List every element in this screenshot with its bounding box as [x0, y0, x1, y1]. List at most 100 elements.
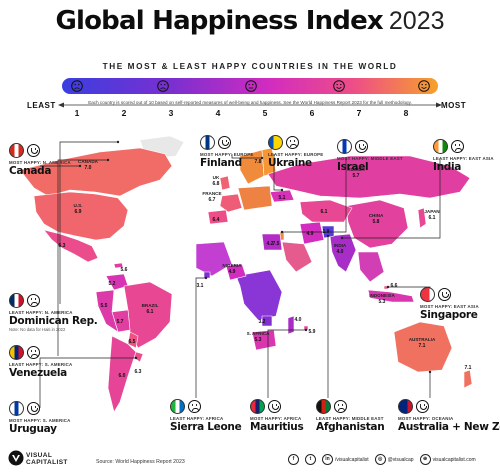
afghanistan-flag-icon [316, 399, 331, 415]
country-kazakhstan[interactable] [299, 199, 353, 223]
scale-tick-7: 7 [356, 108, 362, 118]
country-madagascar[interactable] [287, 315, 295, 335]
country-peru[interactable] [95, 289, 119, 333]
sad-face-icon [451, 140, 464, 154]
callout-icons [9, 400, 70, 418]
callout-country-name: Australia + New Zealand [398, 421, 500, 433]
country-china[interactable] [345, 199, 409, 249]
country-paraguay[interactable] [127, 331, 139, 349]
country-south-africa[interactable] [251, 329, 277, 351]
land-se-asia-mass [357, 251, 385, 283]
value-label-india: 4.0 [337, 249, 344, 255]
mauritius-flag-icon [250, 399, 265, 415]
india-flag-icon [433, 139, 448, 155]
country-spain[interactable] [207, 209, 229, 225]
facebook-icon[interactable]: f [288, 454, 299, 465]
callout-country-name: India [433, 161, 462, 173]
axis-arrow-left [58, 102, 64, 108]
website-link[interactable]: visualcapitalist.com [432, 456, 476, 463]
value-label-iran: 4.9 [307, 231, 314, 237]
value-label-kazakhstan: 6.1 [321, 209, 328, 215]
country-uruguay[interactable] [133, 351, 144, 363]
sad-face-icon [27, 346, 40, 360]
happy-face-icon [416, 400, 429, 414]
social-handle-1[interactable]: /visualcapitalist [335, 456, 369, 463]
sierra-flag-icon [170, 399, 185, 415]
callout-finland: MOST HAPPY: EUROPE Finland [200, 134, 254, 169]
callout-icons [268, 134, 323, 152]
callout-heading: LEAST HAPPY: AFRICA [170, 416, 224, 421]
scale-note: Each country is scored out of 10 based o… [88, 100, 412, 105]
leader-dot-ausnz [428, 370, 432, 374]
happy-face-icon [355, 140, 368, 154]
callout-heading: MOST HAPPY: MIDDLE EAST [337, 156, 403, 161]
country-name-label-south-africa: S. AFRICA [247, 331, 270, 336]
value-label-egypt: 4.2 [267, 241, 274, 247]
leader-dot-israel [280, 230, 284, 234]
value-label-indonesia: 5.3 [379, 299, 386, 305]
callout-heading: MOST HAPPY: OCEANIA [398, 416, 454, 421]
leader-dot-india [340, 236, 344, 240]
country-mexico[interactable] [43, 229, 99, 263]
linkedin-icon[interactable]: in [322, 454, 333, 465]
scale-face-happy-icon [418, 80, 430, 92]
country-mauritius[interactable] [303, 325, 309, 331]
country-zimbabwe[interactable] [261, 315, 273, 327]
social-handle-2[interactable]: @visualcap [387, 456, 414, 463]
country-egypt[interactable] [261, 233, 283, 251]
value-label-peru: 5.5 [101, 303, 108, 309]
country-uk[interactable] [219, 175, 231, 191]
sad-face-icon [286, 136, 299, 150]
instagram-icon[interactable]: ◎ [374, 454, 386, 465]
country-indonesia[interactable] [367, 289, 415, 303]
callout-icons [9, 142, 71, 160]
value-label-russia: 5.7 [353, 173, 360, 179]
country-france[interactable] [219, 193, 243, 213]
ausnz-flag-icon [398, 399, 413, 415]
country-new-zealand[interactable] [463, 369, 473, 389]
country-russia[interactable] [267, 155, 471, 199]
leader-dot-afghanistan [326, 234, 330, 238]
value-label-canada: 7.0 [85, 165, 92, 171]
globe-icon[interactable]: ⊕ [419, 454, 431, 465]
callout-icons [170, 398, 241, 416]
source-note: Source: World Happiness Report 2023 [96, 459, 185, 465]
scale-least-label: LEAST [27, 101, 56, 110]
scale-tick-5: 5 [262, 108, 268, 118]
value-label-bolivia: 5.7 [117, 319, 124, 325]
happy-face-icon [27, 402, 40, 416]
callout-dominican: LEAST HAPPY: N. AMERICA Dominican Rep. Not… [9, 292, 98, 332]
value-label-mexico: 6.3 [59, 243, 66, 249]
scale-tick-2: 2 [121, 108, 127, 118]
country-argentina[interactable] [107, 335, 137, 413]
leader-dot-finland [260, 156, 264, 160]
twitter-icon[interactable]: t [305, 454, 316, 465]
country-name-label-india: INDIA [334, 243, 347, 248]
scale-faces [71, 80, 430, 92]
title-main: Global Happiness Index [55, 6, 383, 36]
country-name-label-nigeria: NIGERIA [222, 263, 242, 268]
country-name-label-china: CHINA [369, 213, 384, 218]
leader-dot-ukraine [280, 188, 284, 192]
callout-uruguay: MOST HAPPY: S. AMERICA Uruguay [9, 400, 70, 435]
israel-flag-icon [337, 139, 352, 155]
country-dominican-rep[interactable] [113, 262, 124, 269]
country-nigeria[interactable] [225, 263, 247, 281]
value-label-ukraine: 5.1 [279, 195, 286, 201]
value-label-finland: 7.8 [255, 159, 262, 165]
country-australia[interactable] [393, 321, 453, 373]
scale-most-label: MOST [441, 101, 467, 110]
country-japan[interactable] [417, 207, 427, 229]
callout-icons [398, 398, 500, 416]
country-india[interactable] [329, 233, 357, 273]
value-label-zimbabwe: 3.2 [259, 319, 266, 325]
country-iran[interactable] [299, 221, 325, 245]
callout-canada: MOST HAPPY: N. AMERICA Canada [9, 142, 71, 177]
country-sierra-leone[interactable] [203, 271, 211, 279]
country-ukraine[interactable] [269, 189, 295, 203]
country-name-label-japan: JAPAN [424, 209, 440, 214]
country-u-s[interactable] [33, 191, 129, 241]
country-name-label-australia: AUSTRALIA [409, 337, 436, 342]
callout-icons [9, 292, 98, 310]
